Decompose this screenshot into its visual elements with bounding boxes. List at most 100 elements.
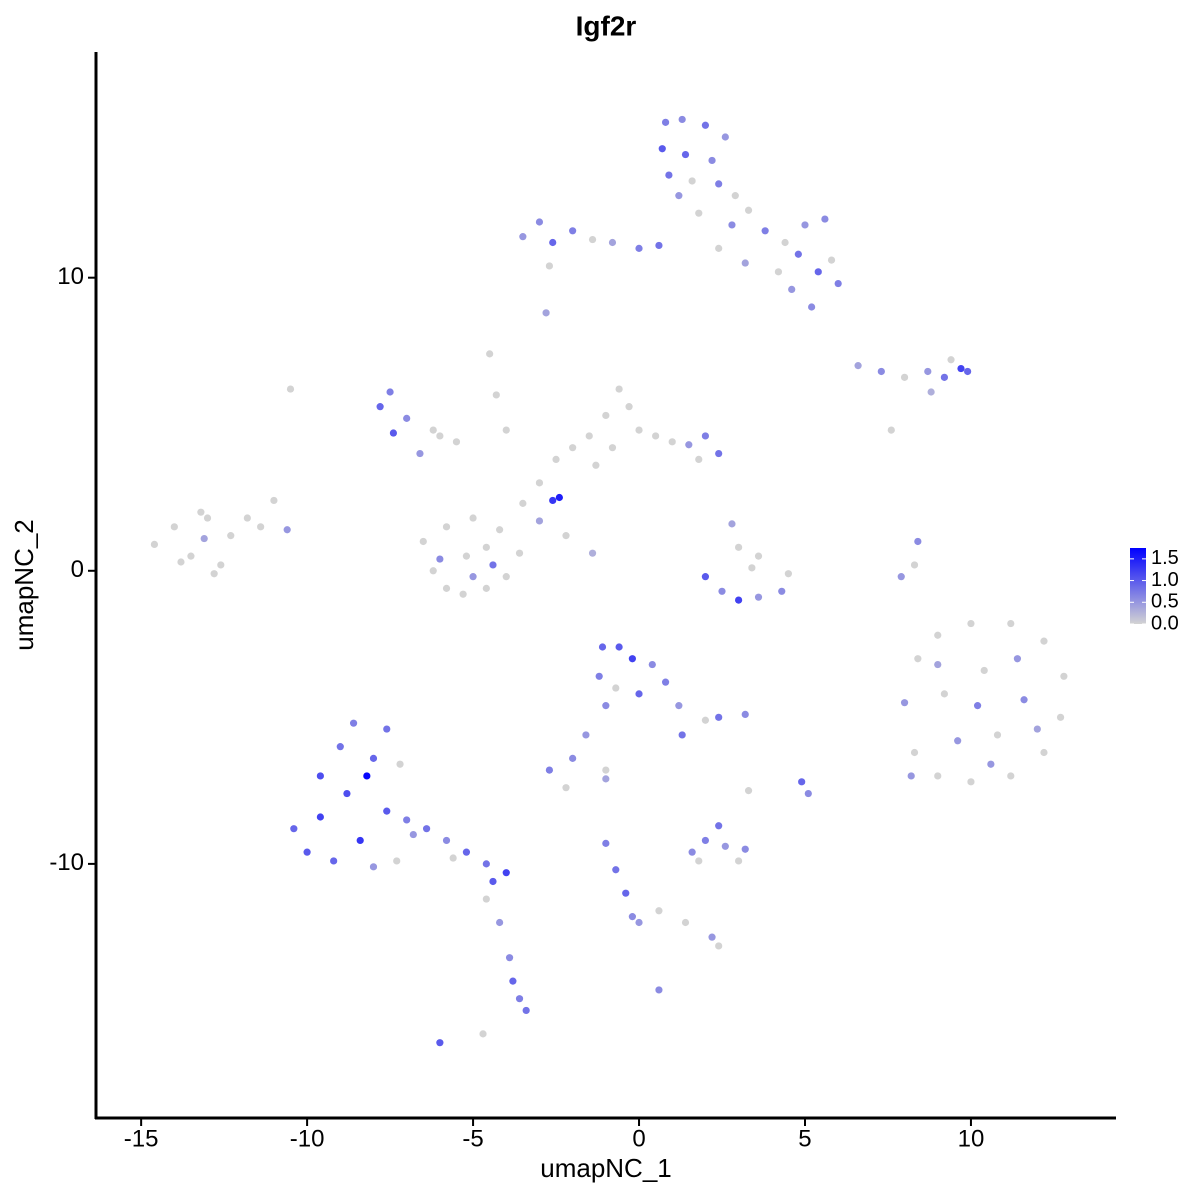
point	[290, 825, 298, 833]
point	[549, 238, 557, 247]
point	[343, 789, 351, 798]
point	[661, 118, 670, 126]
point	[555, 493, 563, 502]
point	[436, 1039, 444, 1047]
point	[403, 816, 411, 824]
point	[804, 789, 812, 798]
point	[648, 660, 656, 669]
point	[808, 303, 816, 311]
colorbar-tick-label: 0.0	[1151, 612, 1179, 634]
point	[625, 403, 633, 411]
point	[416, 449, 424, 458]
point	[934, 772, 942, 780]
point	[715, 180, 723, 188]
colorbar-tick-label: 1.5	[1151, 547, 1179, 569]
point	[622, 889, 630, 897]
point	[545, 766, 554, 774]
point	[794, 250, 802, 258]
point	[665, 171, 673, 179]
point	[967, 619, 975, 628]
y-tick-label: 0	[71, 556, 84, 583]
point	[681, 918, 690, 927]
point	[449, 854, 457, 862]
point	[369, 754, 378, 762]
point	[515, 995, 524, 1003]
point	[701, 432, 710, 440]
point	[735, 857, 743, 865]
point	[552, 455, 560, 464]
point	[496, 918, 504, 927]
point	[688, 177, 696, 185]
point	[924, 367, 932, 376]
point	[877, 367, 885, 376]
point	[187, 552, 195, 560]
point	[177, 558, 185, 566]
point	[545, 262, 554, 270]
colorbar-tick-label: 1.0	[1151, 569, 1179, 591]
point	[462, 552, 471, 560]
point	[482, 584, 490, 592]
point	[489, 561, 497, 569]
point	[887, 426, 895, 434]
point	[549, 496, 557, 505]
point	[356, 836, 364, 845]
point	[303, 848, 311, 856]
point	[927, 388, 935, 396]
point	[363, 772, 371, 780]
point	[482, 860, 490, 868]
point	[744, 206, 753, 214]
x-tick-label: 0	[632, 1125, 645, 1152]
point	[386, 388, 394, 396]
y-axis-title: umapNC_2	[9, 519, 39, 651]
point	[897, 573, 905, 581]
point	[569, 227, 577, 235]
point	[854, 362, 862, 370]
point	[1056, 713, 1065, 721]
point	[502, 426, 510, 434]
point	[781, 238, 789, 247]
point	[217, 561, 225, 569]
point	[688, 848, 696, 856]
point	[827, 256, 836, 264]
point	[585, 432, 593, 440]
point	[784, 570, 792, 578]
point	[695, 455, 703, 464]
point	[675, 702, 683, 710]
point	[612, 684, 620, 692]
point	[655, 241, 663, 250]
point	[469, 514, 477, 522]
point	[615, 643, 623, 651]
point	[243, 514, 251, 522]
point	[900, 699, 909, 707]
y-tick-label: -10	[49, 849, 84, 876]
point	[330, 857, 338, 865]
point	[376, 403, 384, 411]
point	[635, 244, 643, 252]
point	[628, 655, 636, 663]
point	[1040, 637, 1048, 645]
point	[519, 233, 527, 241]
point	[801, 221, 809, 229]
point	[715, 713, 723, 721]
point	[482, 543, 490, 551]
point	[515, 549, 524, 557]
point	[502, 573, 510, 581]
x-axis-title: umapNC_1	[540, 1153, 672, 1183]
point	[1007, 772, 1015, 780]
point	[678, 115, 686, 124]
point	[442, 523, 451, 531]
point	[403, 414, 411, 422]
point	[588, 549, 597, 557]
point	[489, 877, 497, 886]
point	[798, 778, 806, 786]
point	[761, 227, 769, 235]
point	[661, 678, 670, 686]
point	[993, 731, 1002, 739]
point	[675, 192, 683, 200]
point	[286, 385, 295, 393]
point	[954, 737, 962, 745]
point	[562, 784, 570, 792]
point	[934, 660, 942, 669]
point	[940, 690, 948, 698]
point	[429, 567, 437, 575]
